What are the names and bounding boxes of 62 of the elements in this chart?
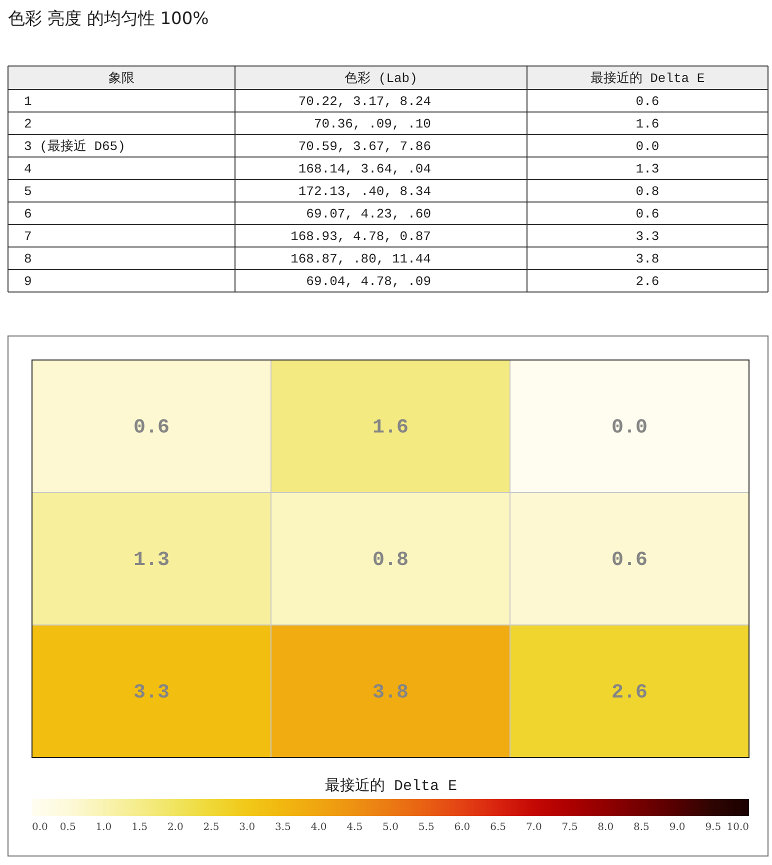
- text: 1: [24, 94, 32, 109]
- text: 色彩 亮度 的均匀性 100%: [8, 9, 209, 29]
- color-bar-label: 3.5: [274, 822, 291, 833]
- color-bar-label: 9.5: [705, 822, 722, 833]
- text: 69.07, 4.23, .60: [306, 206, 431, 222]
- text: 69.04, 4.78, .09: [306, 274, 431, 289]
- color-bar-label: 1.0: [96, 822, 112, 833]
- color-bar-label: 8.5: [633, 822, 650, 833]
- text: 0.8: [636, 184, 660, 199]
- text: 6: [24, 206, 32, 222]
- text: 2: [24, 116, 32, 132]
- category-label: 色彩 (Lab): [344, 70, 418, 86]
- color-bar-label: 7.5: [562, 822, 578, 833]
- color-bar-label: 1.5: [132, 822, 148, 833]
- text: 5: [24, 184, 32, 199]
- text: 4: [24, 161, 32, 176]
- data-label: 1.6: [372, 416, 409, 440]
- text: 3.8: [636, 251, 660, 266]
- data-label: 3.8: [372, 681, 409, 704]
- category-label: 最接近的 Delta E: [590, 70, 705, 86]
- text: 7: [24, 228, 32, 244]
- color-bar-label: 0.5: [60, 822, 76, 833]
- data-label: 3.3: [133, 681, 170, 704]
- color-bar-label: 6.5: [490, 822, 506, 833]
- data-label: 0.6: [611, 548, 648, 572]
- text: 0.0: [636, 138, 660, 154]
- text: 70.22, 3.17, 8.24: [298, 94, 432, 109]
- data-label: 1.3: [133, 548, 170, 572]
- text: 8: [24, 251, 32, 266]
- text: 168.93, 4.78, 0.87: [290, 228, 431, 244]
- color-bar-label: 5.0: [382, 822, 398, 833]
- text: 70.59, 3.67, 7.86: [298, 138, 431, 154]
- data-label: 0.8: [372, 548, 409, 572]
- color-bar-label: 8.0: [598, 822, 614, 833]
- color-bar-label: 3.0: [239, 822, 256, 833]
- color-bar-label: 2.5: [203, 822, 220, 833]
- color-bar-label: 6.0: [454, 822, 470, 833]
- color-bar-label: 9.0: [669, 822, 686, 833]
- text: 172.13, .40, 8.34: [298, 184, 432, 199]
- text: 70.36, .09, .10: [314, 116, 431, 132]
- color-bar-label: 0.0: [32, 822, 48, 833]
- data-label: 0.0: [611, 416, 648, 440]
- text: 9: [24, 274, 32, 289]
- color-bar-label: 10.0: [726, 822, 749, 833]
- text: 3.3: [636, 228, 660, 244]
- text: 0.6: [636, 94, 660, 109]
- color-bar-label: 4.5: [346, 822, 363, 833]
- text: 1.6: [636, 116, 660, 132]
- text: 1.3: [636, 161, 660, 176]
- text: 168.87, .80, 11.44: [290, 251, 432, 266]
- category-label: 象限: [108, 70, 134, 86]
- color-bar-label: 7.0: [526, 822, 542, 833]
- text: 0.6: [636, 206, 660, 222]
- color-bar-label: 4.0: [310, 822, 327, 833]
- text: 168.14, 3.64, .04: [298, 161, 432, 176]
- color-bar-title: 最接近的 Delta E: [324, 777, 458, 795]
- color-bar-label: 2.0: [167, 822, 184, 833]
- data-label: 0.6: [133, 416, 170, 440]
- color-bar-label: 5.5: [418, 822, 434, 833]
- text: 3 (最接近 D65): [24, 138, 126, 154]
- text: 2.6: [636, 274, 660, 289]
- data-label: 2.6: [611, 681, 648, 704]
